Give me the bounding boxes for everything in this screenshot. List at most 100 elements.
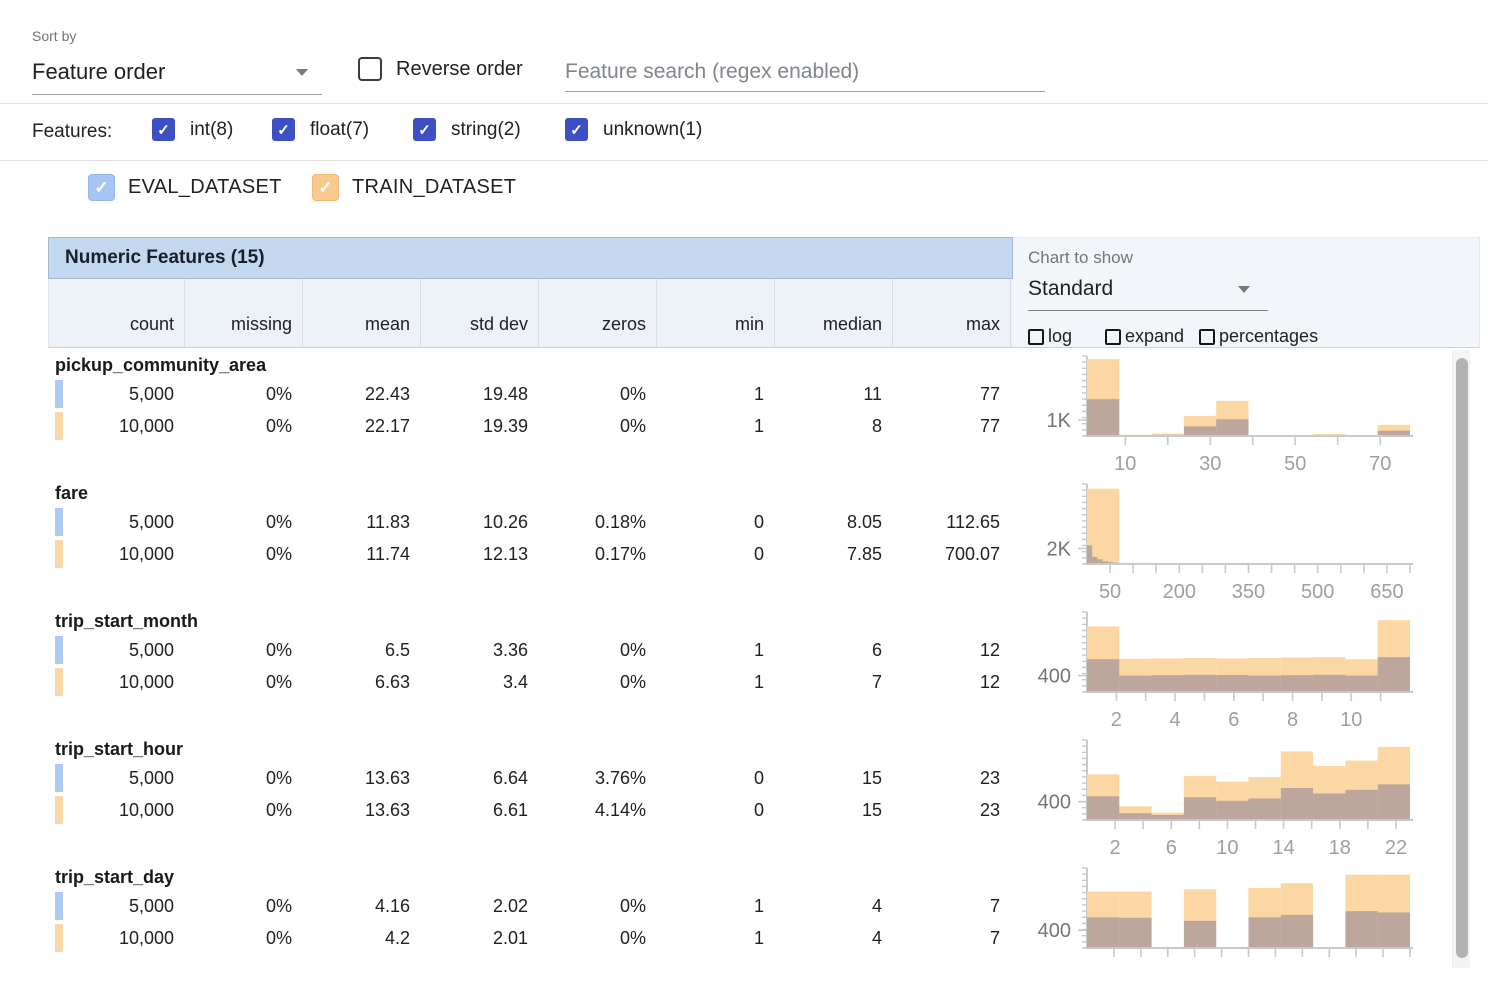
feature-type-filter-string[interactable]: ✓ string(2) [413, 118, 521, 141]
divider [0, 160, 1488, 161]
stat-missing: 0% [184, 922, 302, 954]
stat-mean: 11.74 [302, 538, 420, 570]
stat-zeros: 0% [538, 922, 656, 954]
x-axis-label: 14 [1272, 837, 1294, 859]
eval-dataset-marker [55, 636, 63, 664]
log-label: log [1048, 326, 1072, 347]
stat-std-dev: 3.36 [420, 634, 538, 666]
x-axis-label: 500 [1301, 581, 1334, 603]
chart-type-value: Standard [1028, 274, 1268, 304]
stat-min: 1 [656, 634, 774, 666]
stat-mean: 22.17 [302, 410, 420, 442]
feature-type-label: string(2) [451, 119, 521, 141]
stat-max: 23 [892, 762, 1010, 794]
stat-median: 4 [774, 922, 892, 954]
stat-mean: 4.2 [302, 922, 420, 954]
train-dataset-marker [55, 924, 63, 952]
train-dataset-marker [55, 540, 63, 568]
stat-missing: 0% [184, 538, 302, 570]
dataset-toggle-train[interactable]: ✓ TRAIN_DATASET [312, 174, 516, 201]
feature-type-filter-int[interactable]: ✓ int(8) [152, 118, 233, 141]
stat-std-dev: 10.26 [420, 506, 538, 538]
stat-min: 0 [656, 794, 774, 826]
stat-std-dev: 12.13 [420, 538, 538, 570]
histogram-trip_start_day: 400 [1013, 860, 1453, 988]
dataset-label: TRAIN_DATASET [352, 176, 516, 199]
x-axis-label: 350 [1232, 581, 1265, 603]
y-axis-label: 2K [1047, 538, 1072, 560]
feature-type-label: unknown(1) [603, 119, 702, 141]
stat-count: 5,000 [48, 506, 184, 538]
scrollbar-thumb[interactable] [1456, 358, 1468, 958]
x-axis-label: 4 [1170, 709, 1181, 731]
stat-zeros: 0% [538, 378, 656, 410]
feature-name: trip_start_day [48, 860, 1013, 890]
eval-dataset-marker [55, 764, 63, 792]
stat-mean: 6.63 [302, 666, 420, 698]
sort-by-select[interactable]: Feature order [32, 56, 322, 94]
feature-type-filter-unknown[interactable]: ✓ unknown(1) [565, 118, 702, 141]
top-toolbar: Sort by Feature order Reverse order [0, 0, 1488, 104]
checkbox-checked-icon: ✓ [152, 118, 175, 141]
stat-std-dev: 6.61 [420, 794, 538, 826]
x-axis-label: 50 [1284, 453, 1306, 475]
log-checkbox[interactable]: log [1028, 326, 1072, 347]
chart-to-show-label: Chart to show [1028, 248, 1133, 268]
stat-median: 8.05 [774, 506, 892, 538]
feature-type-filter-float[interactable]: ✓ float(7) [272, 118, 369, 141]
feature-search-input[interactable] [565, 52, 1045, 92]
stat-zeros: 0% [538, 890, 656, 922]
stat-count: 10,000 [48, 666, 184, 698]
stat-missing: 0% [184, 890, 302, 922]
stat-count: 10,000 [48, 922, 184, 954]
x-axis-label: 18 [1329, 837, 1351, 859]
stat-zeros: 0% [538, 410, 656, 442]
stat-std-dev: 2.01 [420, 922, 538, 954]
stat-zeros: 4.14% [538, 794, 656, 826]
x-axis-label: 6 [1228, 709, 1239, 731]
chart-type-select[interactable]: Standard [1028, 274, 1268, 310]
stat-missing: 0% [184, 506, 302, 538]
stat-missing: 0% [184, 410, 302, 442]
stat-max: 112.65 [892, 506, 1010, 538]
x-axis-label: 200 [1163, 581, 1196, 603]
stat-mean: 4.16 [302, 890, 420, 922]
column-header-mean: mean [303, 279, 421, 347]
stat-std-dev: 6.64 [420, 762, 538, 794]
y-axis-label: 1K [1047, 410, 1072, 432]
feature-type-label: float(7) [310, 119, 369, 141]
checkbox-checked-icon: ✓ [88, 174, 115, 201]
column-header-missing: missing [185, 279, 303, 347]
column-header-zeros: zeros [539, 279, 657, 347]
checkbox-unchecked-icon [1028, 329, 1044, 345]
expand-checkbox[interactable]: expand [1105, 326, 1184, 347]
percentages-checkbox[interactable]: percentages [1199, 326, 1318, 347]
feature-type-label: int(8) [190, 119, 233, 141]
stat-std-dev: 19.48 [420, 378, 538, 410]
stat-missing: 0% [184, 378, 302, 410]
stat-mean: 13.63 [302, 794, 420, 826]
stat-mean: 6.5 [302, 634, 420, 666]
stat-missing: 0% [184, 666, 302, 698]
eval-dataset-marker [55, 892, 63, 920]
divider [0, 103, 1488, 104]
scrollbar-track[interactable] [1452, 350, 1470, 968]
reverse-order-checkbox[interactable] [358, 57, 382, 81]
column-header-min: min [657, 279, 775, 347]
dataset-toggle-eval[interactable]: ✓ EVAL_DATASET [88, 174, 282, 201]
x-axis-label: 10 [1216, 837, 1238, 859]
y-axis-label: 400 [1038, 792, 1071, 814]
stat-max: 77 [892, 378, 1010, 410]
